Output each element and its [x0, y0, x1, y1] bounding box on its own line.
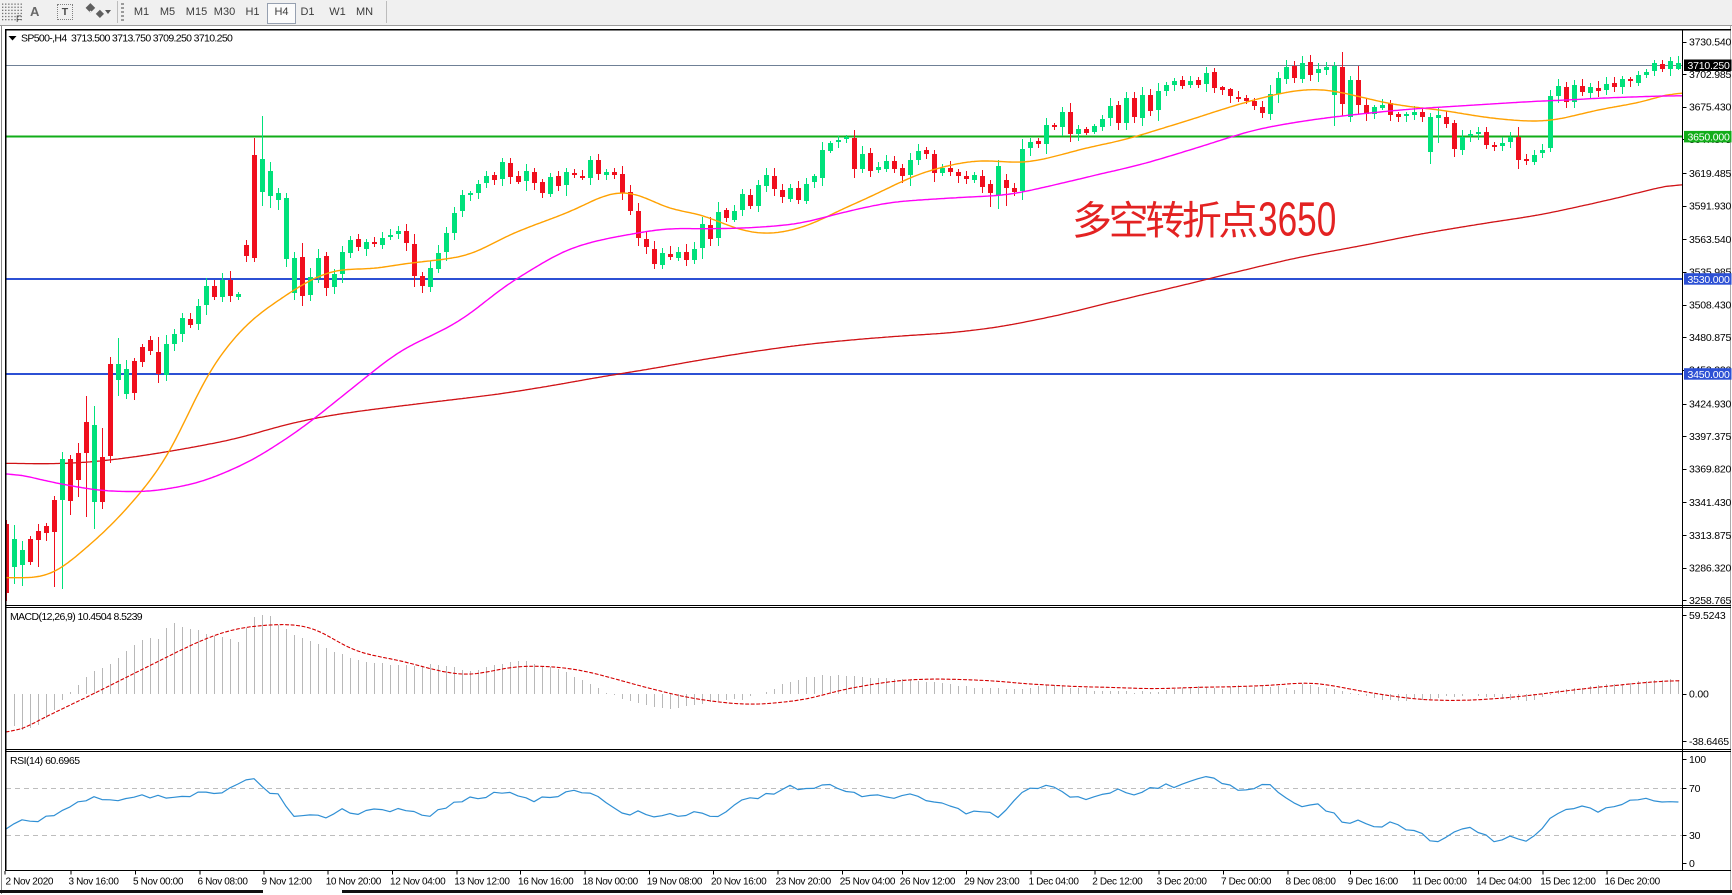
svg-text:7 Dec 00:00: 7 Dec 00:00: [1221, 877, 1272, 888]
svg-text:23 Nov 20:00: 23 Nov 20:00: [776, 877, 832, 888]
svg-text:14 Dec 04:00: 14 Dec 04:00: [1476, 877, 1532, 888]
svg-text:3 Nov 16:00: 3 Nov 16:00: [69, 877, 120, 888]
svg-text:3619.485: 3619.485: [1689, 168, 1732, 180]
svg-text:2 Nov 2020: 2 Nov 2020: [6, 877, 54, 888]
svg-text:3369.820: 3369.820: [1689, 464, 1732, 476]
svg-text:3508.430: 3508.430: [1689, 299, 1732, 311]
svg-text:11 Dec 00:00: 11 Dec 00:00: [1412, 877, 1467, 888]
svg-text:9 Nov 12:00: 9 Nov 12:00: [262, 877, 313, 888]
svg-text:-38.6465: -38.6465: [1689, 736, 1729, 748]
svg-text:3730.540: 3730.540: [1689, 36, 1732, 48]
svg-text:3702.985: 3702.985: [1689, 69, 1732, 81]
svg-text:F: F: [16, 14, 22, 24]
svg-text:RSI(14) 60.6965: RSI(14) 60.6965: [10, 755, 80, 767]
svg-text:19 Nov 08:00: 19 Nov 08:00: [647, 877, 703, 888]
svg-text:3 Dec 20:00: 3 Dec 20:00: [1157, 877, 1208, 888]
svg-text:18 Nov 00:00: 18 Nov 00:00: [583, 877, 639, 888]
svg-text:100: 100: [1689, 754, 1706, 766]
svg-text:3675.430: 3675.430: [1689, 102, 1732, 114]
svg-text:3450.000: 3450.000: [1688, 369, 1731, 381]
svg-text:10 Nov 20:00: 10 Nov 20:00: [326, 877, 382, 888]
svg-text:3530.000: 3530.000: [1688, 274, 1731, 286]
svg-text:3563.540: 3563.540: [1689, 234, 1732, 246]
svg-text:16 Nov 16:00: 16 Nov 16:00: [518, 877, 574, 888]
svg-text:3480.875: 3480.875: [1689, 332, 1732, 344]
svg-text:13 Nov 12:00: 13 Nov 12:00: [454, 877, 510, 888]
svg-text:MACD(12,26,9) 10.4504 8.5239: MACD(12,26,9) 10.4504 8.5239: [10, 611, 143, 623]
svg-text:1 Dec 04:00: 1 Dec 04:00: [1029, 877, 1080, 888]
svg-text:6 Nov 08:00: 6 Nov 08:00: [198, 877, 249, 888]
svg-text:3710.250: 3710.250: [1688, 60, 1731, 72]
svg-text:3258.765: 3258.765: [1689, 595, 1732, 607]
svg-text:3424.930: 3424.930: [1689, 398, 1732, 410]
svg-text:SP500-,H4 3713.500 3713.750 3: SP500-,H4 3713.500 3713.750 3709.250 371…: [21, 33, 233, 45]
svg-text:8 Dec 08:00: 8 Dec 08:00: [1286, 877, 1337, 888]
svg-text:3650.000: 3650.000: [1688, 132, 1731, 144]
svg-text:20 Nov 16:00: 20 Nov 16:00: [711, 877, 767, 888]
svg-text:5 Nov 00:00: 5 Nov 00:00: [133, 877, 184, 888]
svg-text:25 Nov 04:00: 25 Nov 04:00: [840, 877, 896, 888]
svg-text:70: 70: [1689, 783, 1701, 795]
svg-text:15 Dec 12:00: 15 Dec 12:00: [1540, 877, 1596, 888]
svg-text:3286.320: 3286.320: [1689, 563, 1732, 575]
svg-text:9 Dec 16:00: 9 Dec 16:00: [1348, 877, 1399, 888]
svg-text:2 Dec 12:00: 2 Dec 12:00: [1092, 877, 1143, 888]
svg-text:3591.930: 3591.930: [1689, 201, 1732, 213]
svg-text:3341.430: 3341.430: [1689, 497, 1732, 509]
svg-text:29 Nov 23:00: 29 Nov 23:00: [964, 877, 1020, 888]
svg-text:0.00: 0.00: [1689, 688, 1709, 700]
svg-text:3313.875: 3313.875: [1689, 530, 1732, 542]
svg-text:3650: 3650: [1258, 192, 1336, 246]
svg-text:26 Nov 12:00: 26 Nov 12:00: [900, 877, 956, 888]
svg-text:3397.375: 3397.375: [1689, 431, 1732, 443]
svg-text:30: 30: [1689, 830, 1701, 842]
svg-text:0: 0: [1689, 858, 1695, 870]
svg-text:12 Nov 04:00: 12 Nov 04:00: [390, 877, 446, 888]
svg-text:16 Dec 20:00: 16 Dec 20:00: [1605, 877, 1661, 888]
svg-text:59.5243: 59.5243: [1689, 610, 1726, 622]
